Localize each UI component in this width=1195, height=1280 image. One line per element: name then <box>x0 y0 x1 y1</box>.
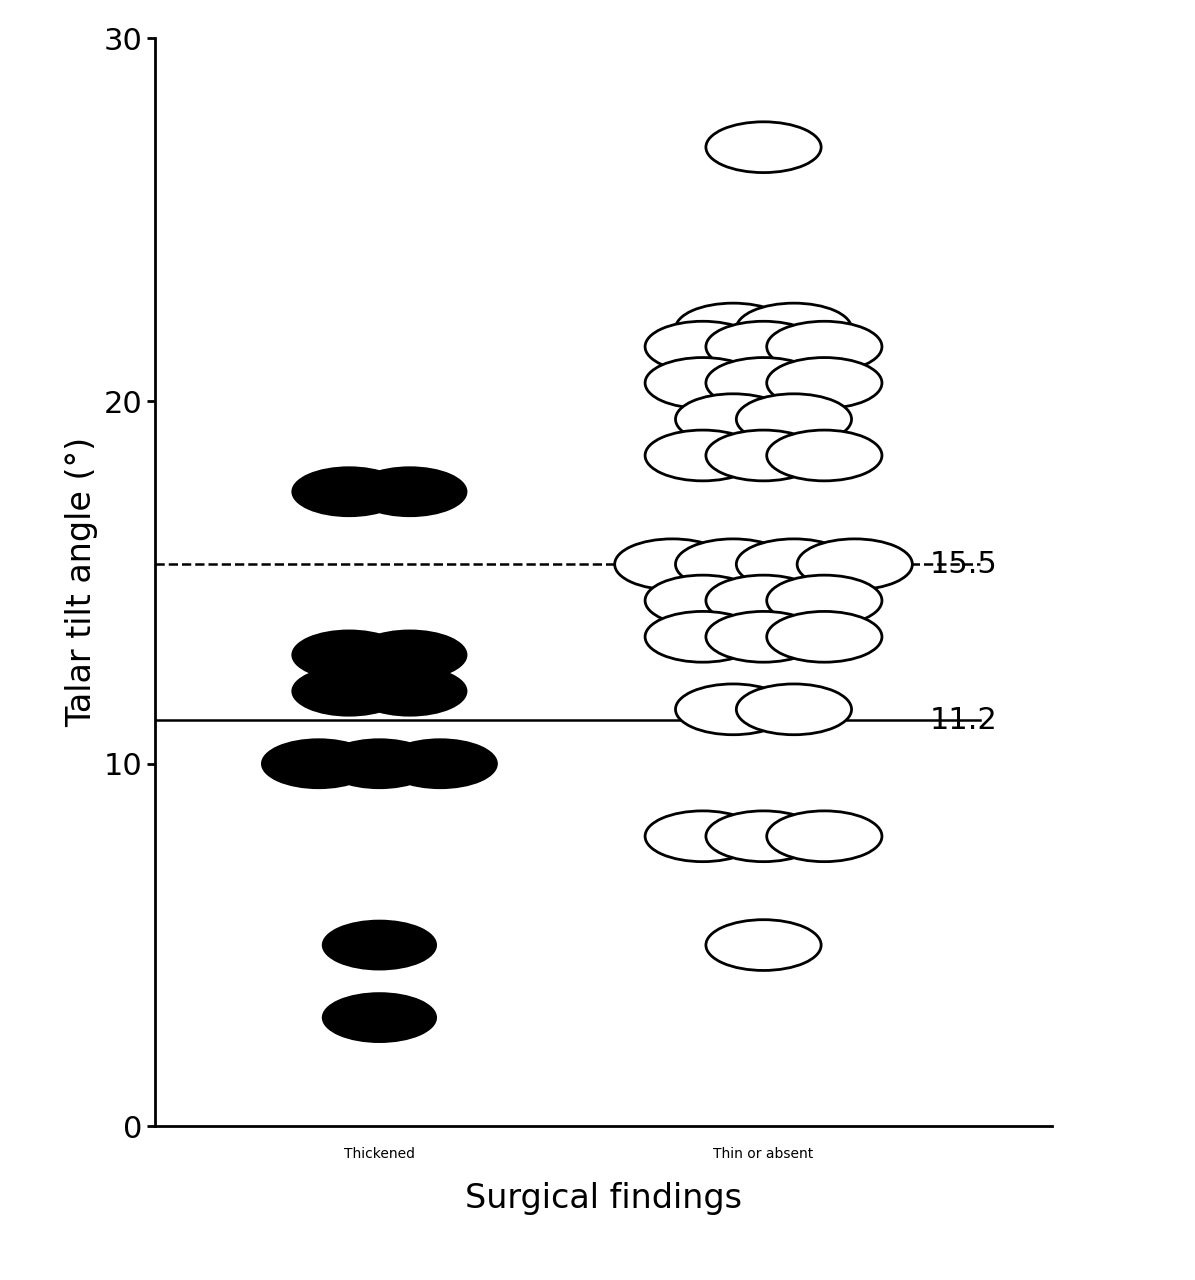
Text: 15.5: 15.5 <box>930 550 998 579</box>
Text: 11.2: 11.2 <box>930 705 998 735</box>
X-axis label: Surgical findings: Surgical findings <box>465 1181 742 1215</box>
Y-axis label: Talar tilt angle (°): Talar tilt angle (°) <box>65 438 98 727</box>
